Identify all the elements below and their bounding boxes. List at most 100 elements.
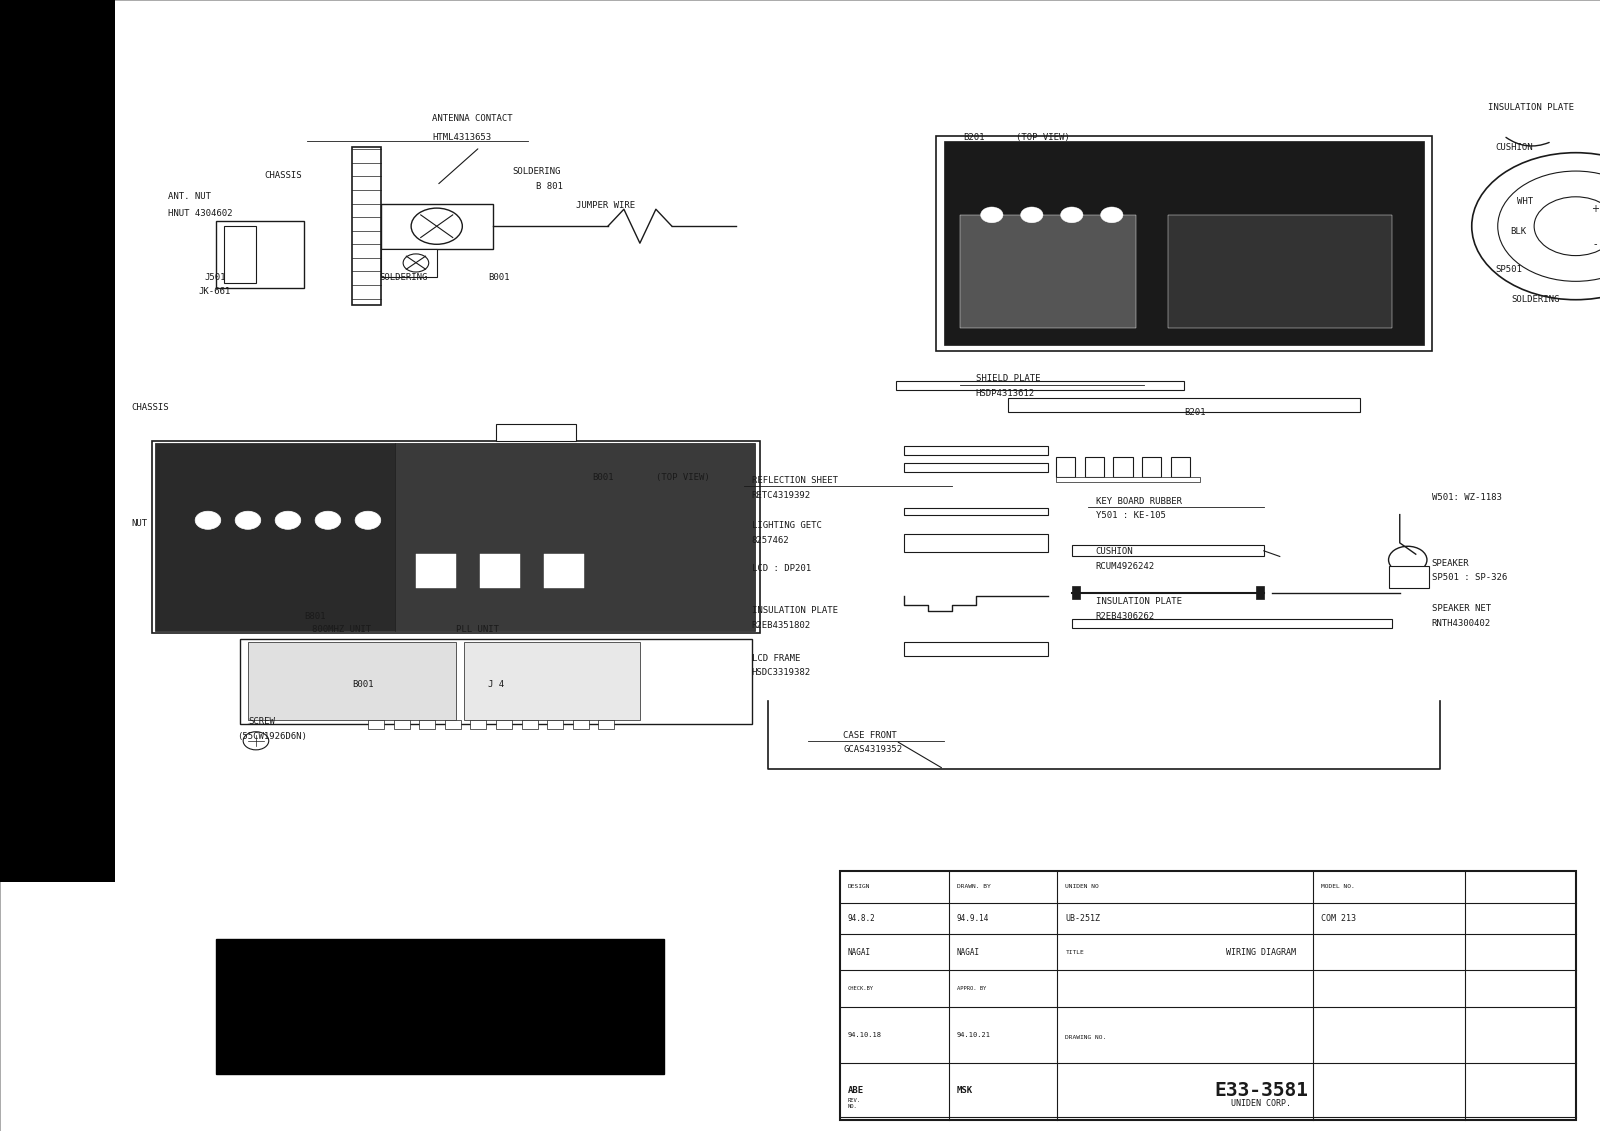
Bar bbox=[394, 720, 410, 729]
Text: JK-661: JK-661 bbox=[198, 287, 230, 296]
Bar bbox=[496, 424, 576, 441]
Text: 94.8.2: 94.8.2 bbox=[848, 914, 875, 923]
Circle shape bbox=[235, 511, 261, 529]
Text: B001: B001 bbox=[352, 680, 373, 689]
Text: +: + bbox=[1590, 205, 1598, 214]
Text: DRAWING NO.: DRAWING NO. bbox=[1066, 1035, 1107, 1039]
Circle shape bbox=[403, 254, 429, 273]
Text: HSDC3319382: HSDC3319382 bbox=[752, 668, 811, 677]
Text: ABE: ABE bbox=[848, 1086, 864, 1095]
Text: 800MHZ UNIT: 800MHZ UNIT bbox=[312, 625, 371, 634]
Bar bbox=[904, 446, 1048, 455]
Bar bbox=[1072, 586, 1080, 599]
Bar bbox=[1389, 566, 1429, 588]
Circle shape bbox=[1021, 207, 1043, 223]
Circle shape bbox=[411, 208, 462, 244]
Text: MODEL NO.: MODEL NO. bbox=[1322, 884, 1355, 889]
Text: TITLE: TITLE bbox=[1066, 950, 1085, 955]
Text: CHASSIS: CHASSIS bbox=[264, 171, 301, 180]
Text: RCUM4926242: RCUM4926242 bbox=[1096, 562, 1155, 571]
Text: UNIDEN NO: UNIDEN NO bbox=[1066, 884, 1099, 889]
Bar bbox=[1085, 457, 1104, 477]
Bar bbox=[216, 221, 304, 288]
Bar bbox=[573, 720, 589, 729]
Text: DRAWN. BY: DRAWN. BY bbox=[957, 884, 990, 889]
Text: UNIDEN CORP.: UNIDEN CORP. bbox=[1232, 1099, 1291, 1108]
Bar bbox=[240, 639, 752, 724]
Text: J 4: J 4 bbox=[488, 680, 504, 689]
Bar bbox=[544, 554, 584, 588]
Bar bbox=[840, 871, 1576, 1120]
Bar bbox=[1056, 477, 1200, 482]
Text: B001: B001 bbox=[592, 473, 613, 482]
Text: ANTENNA CONTACT: ANTENNA CONTACT bbox=[432, 114, 512, 123]
Bar bbox=[1256, 586, 1264, 599]
Circle shape bbox=[275, 511, 301, 529]
Text: HTML4313653: HTML4313653 bbox=[432, 133, 491, 143]
Circle shape bbox=[195, 511, 221, 529]
Text: CASE FRONT: CASE FRONT bbox=[843, 731, 898, 740]
Text: INSULATION PLATE: INSULATION PLATE bbox=[752, 606, 838, 615]
Text: SHIELD PLATE: SHIELD PLATE bbox=[976, 374, 1040, 383]
Text: RNTH4300402: RNTH4300402 bbox=[1432, 619, 1491, 628]
Text: NAGAI: NAGAI bbox=[957, 948, 979, 957]
Text: SOLDERING: SOLDERING bbox=[379, 273, 427, 282]
Text: APPRO. BY: APPRO. BY bbox=[957, 986, 986, 991]
Bar bbox=[480, 554, 520, 588]
Text: (TOP VIEW): (TOP VIEW) bbox=[1016, 133, 1069, 143]
Bar bbox=[395, 443, 755, 631]
Text: SOLDERING: SOLDERING bbox=[1512, 295, 1560, 304]
Bar bbox=[1072, 619, 1392, 628]
Text: (55CW1926D6N): (55CW1926D6N) bbox=[237, 732, 307, 741]
Bar bbox=[944, 141, 1424, 345]
Text: CUSHION: CUSHION bbox=[1096, 547, 1133, 556]
Bar bbox=[416, 554, 456, 588]
Bar bbox=[0, 0, 115, 882]
Bar bbox=[522, 720, 538, 729]
Text: B201: B201 bbox=[1184, 408, 1205, 417]
Text: B 801: B 801 bbox=[536, 182, 563, 191]
Circle shape bbox=[243, 732, 269, 750]
Text: JUMPER WIRE: JUMPER WIRE bbox=[576, 201, 635, 210]
Text: BLK: BLK bbox=[1510, 227, 1526, 236]
Text: B801: B801 bbox=[304, 612, 325, 621]
Bar bbox=[598, 720, 614, 729]
Text: R2EB4306262: R2EB4306262 bbox=[1096, 612, 1155, 621]
Text: LIGHTING GETC: LIGHTING GETC bbox=[752, 521, 822, 530]
Bar bbox=[155, 443, 395, 631]
Bar bbox=[152, 441, 760, 633]
Text: INSULATION PLATE: INSULATION PLATE bbox=[1488, 103, 1574, 112]
Text: SOLDERING: SOLDERING bbox=[512, 167, 560, 176]
Bar bbox=[496, 720, 512, 729]
Text: LCD FRAME: LCD FRAME bbox=[752, 654, 800, 663]
Bar bbox=[445, 720, 461, 729]
Text: E33-3581: E33-3581 bbox=[1214, 1081, 1309, 1099]
Circle shape bbox=[355, 511, 381, 529]
Bar bbox=[248, 642, 456, 720]
Text: RETC4319392: RETC4319392 bbox=[752, 491, 811, 500]
Bar bbox=[464, 642, 640, 720]
Text: UB-251Z: UB-251Z bbox=[1066, 914, 1101, 923]
Bar bbox=[368, 720, 384, 729]
Bar bbox=[1114, 457, 1133, 477]
Text: B201: B201 bbox=[963, 133, 984, 143]
Text: SP501 : SP-326: SP501 : SP-326 bbox=[1432, 573, 1507, 582]
Bar bbox=[547, 720, 563, 729]
Bar bbox=[936, 136, 1432, 351]
Text: HNUT 4304602: HNUT 4304602 bbox=[168, 209, 232, 218]
Bar bbox=[1168, 215, 1392, 328]
Text: NUT: NUT bbox=[131, 519, 147, 528]
Bar bbox=[470, 720, 486, 729]
Bar bbox=[1142, 457, 1162, 477]
Text: SCREW: SCREW bbox=[248, 717, 275, 726]
Circle shape bbox=[1061, 207, 1083, 223]
Circle shape bbox=[315, 511, 341, 529]
Bar bbox=[419, 720, 435, 729]
Text: Y501 : KE-105: Y501 : KE-105 bbox=[1096, 511, 1166, 520]
Bar bbox=[960, 215, 1136, 328]
Text: WIRING DIAGRAM: WIRING DIAGRAM bbox=[1226, 948, 1296, 957]
Text: LCD : DP201: LCD : DP201 bbox=[752, 564, 811, 573]
Text: DESIGN: DESIGN bbox=[848, 884, 870, 889]
Text: COM 213: COM 213 bbox=[1322, 914, 1357, 923]
Text: HSDP4313612: HSDP4313612 bbox=[976, 389, 1035, 398]
